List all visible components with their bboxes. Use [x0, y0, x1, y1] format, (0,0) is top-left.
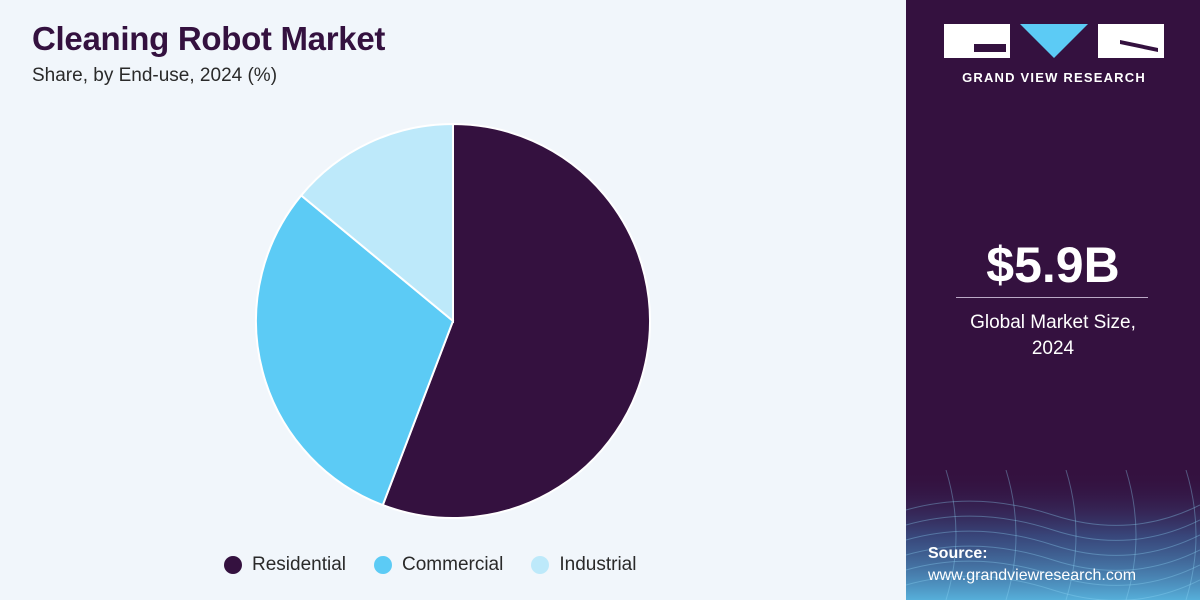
legend-label-industrial: Industrial [559, 554, 637, 575]
source-link[interactable]: www.grandviewresearch.com [928, 567, 1137, 584]
market-size-value: $5.9B [986, 237, 1120, 293]
divider [956, 297, 1148, 298]
legend-label-residential: Residential [252, 554, 346, 575]
legend-item-commercial: Commercial [374, 554, 503, 576]
legend-item-residential: Residential [224, 554, 346, 576]
market-label-line1: Global Market Size, [970, 312, 1136, 333]
market-size-label: Global Market Size, 2024 [906, 310, 1200, 362]
info-sidebar: GRAND VIEW RESEARCH $5.9B Global Market … [906, 0, 1200, 600]
pie-chart [255, 122, 651, 519]
market-label-line2: 2024 [1031, 338, 1075, 359]
legend-item-industrial: Industrial [531, 554, 636, 576]
grand-view-research-logo [944, 24, 1164, 58]
legend-swatch-commercial [374, 556, 392, 574]
pie-slice-industrial [299, 122, 454, 324]
chart-panel: Cleaning Robot Market Share, by End-use,… [0, 0, 906, 600]
logo-wordmark: GRAND VIEW RESEARCH [962, 70, 1146, 85]
pie-slice-residential [381, 122, 651, 519]
legend-swatch-industrial [531, 556, 550, 574]
wave-pattern-decoration [906, 470, 1200, 600]
chart-title: Cleaning Robot Market [32, 20, 386, 57]
legend-label-commercial: Commercial [402, 554, 504, 575]
legend-swatch-residential [224, 556, 242, 574]
source-label: Source: [928, 545, 988, 562]
pie-slice-commercial [255, 194, 455, 507]
chart-legend: Residential Commercial Industrial [224, 552, 636, 578]
chart-subtitle: Share, by End-use, 2024 (%) [32, 65, 278, 86]
